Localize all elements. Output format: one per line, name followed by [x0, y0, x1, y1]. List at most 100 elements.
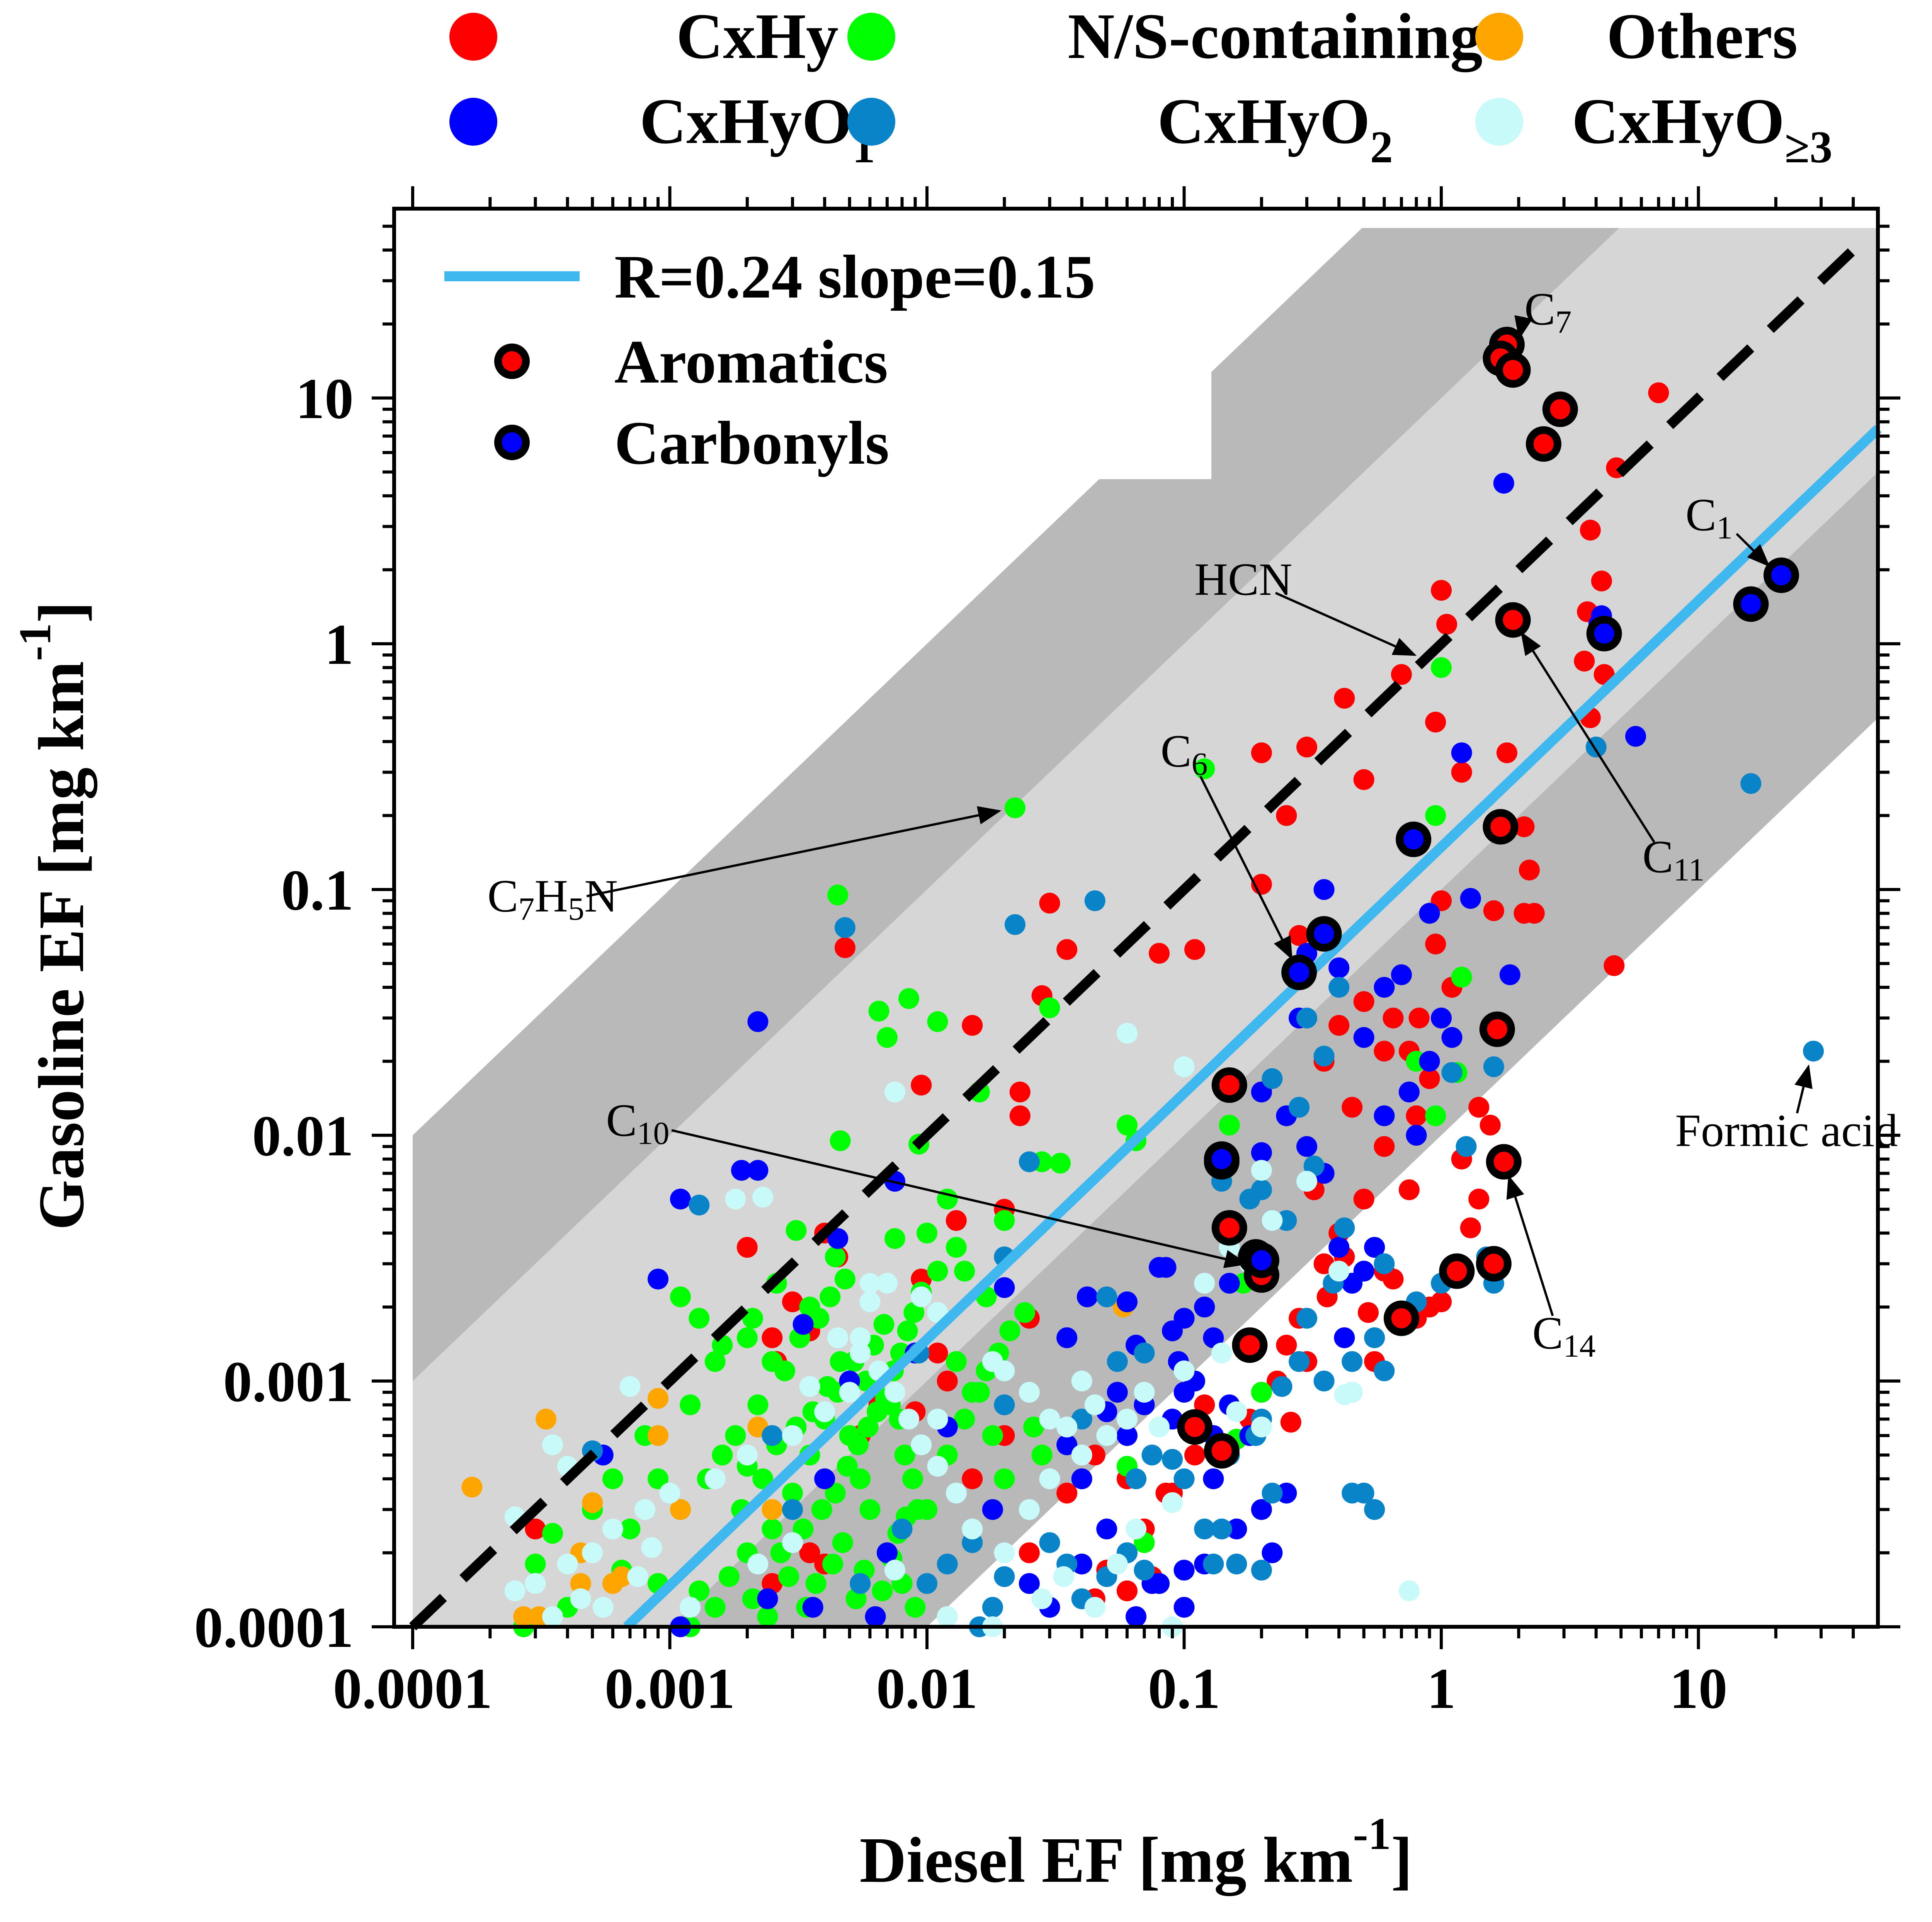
data-point-series-2 — [670, 1499, 691, 1520]
aromatic-point — [1476, 1246, 1512, 1282]
data-point-series-3 — [1162, 1320, 1183, 1342]
data-point-series-5 — [525, 1573, 546, 1594]
data-point-series-3 — [747, 1160, 769, 1181]
data-point-series-1 — [946, 1237, 967, 1258]
annotation-label: C7H5N — [487, 870, 617, 927]
data-point-series-0 — [1296, 736, 1317, 758]
aromatic-point — [1486, 1144, 1522, 1180]
annotation-tail: N — [584, 870, 618, 922]
data-point-series-1 — [782, 1483, 803, 1504]
data-point-series-1 — [994, 1210, 1015, 1231]
data-point-series-0 — [1468, 1189, 1490, 1210]
data-point-series-5 — [1031, 1588, 1053, 1609]
data-point-series-3 — [1077, 1286, 1098, 1308]
data-point-series-5 — [736, 1444, 758, 1466]
data-point-series-3 — [1374, 1105, 1395, 1126]
data-point-series-1 — [752, 1468, 774, 1490]
data-point-series-0 — [1184, 939, 1205, 960]
data-point-series-5 — [1328, 1260, 1350, 1282]
data-point-series-0 — [1276, 1335, 1297, 1356]
data-point-series-5 — [927, 1456, 948, 1477]
data-point-series-0 — [1425, 934, 1446, 955]
data-point-series-0 — [1276, 805, 1297, 826]
data-point-series-3 — [802, 1597, 823, 1618]
data-point-series-1 — [1251, 1382, 1272, 1403]
annotation-text: C — [606, 1094, 637, 1146]
data-point-series-0 — [1374, 1041, 1395, 1062]
data-point-series-3 — [648, 1269, 668, 1290]
data-point-series-4 — [1211, 1518, 1232, 1539]
data-point-series-5 — [680, 1597, 701, 1618]
data-point-series-4 — [1141, 1444, 1163, 1466]
data-point-series-5 — [1162, 1492, 1183, 1513]
data-point-series-1 — [778, 1566, 799, 1587]
data-point-series-3 — [1406, 1125, 1427, 1146]
data-point-series-1 — [619, 1518, 641, 1539]
axes: 0.0001 0.001 0.01 0.1 1 10 0.0001 0.001 0.01 0.1 1… — [10, 186, 1900, 1896]
legend-carbonyls-label: Carbonyls — [614, 408, 889, 477]
data-point-series-5 — [839, 1382, 860, 1403]
data-point-series-3 — [814, 1468, 835, 1490]
data-point-series-4 — [1107, 1351, 1128, 1372]
aromatic-point — [1177, 1409, 1213, 1445]
data-point-series-4 — [1364, 1499, 1385, 1520]
data-point-series-1 — [897, 1320, 918, 1342]
annotation-subscript: 6 — [1192, 746, 1208, 782]
data-point-series-1 — [1425, 805, 1446, 826]
y-tick-label: 1 — [325, 612, 354, 677]
data-point-series-1 — [742, 1588, 763, 1609]
data-point-series-1 — [868, 1000, 889, 1022]
data-point-series-3 — [1391, 964, 1412, 985]
data-point-series-3 — [1116, 1291, 1138, 1313]
data-point-series-5 — [1149, 1417, 1170, 1437]
data-point-series-0 — [1342, 1097, 1363, 1118]
data-point-series-0 — [1580, 519, 1601, 541]
data-point-series-1 — [847, 1434, 869, 1456]
highlighted-points — [1177, 327, 1799, 1469]
data-point-series-0 — [1574, 650, 1595, 672]
data-point-series-5 — [884, 1382, 905, 1403]
data-point-series-3 — [1276, 1483, 1297, 1504]
data-point-series-3 — [827, 1228, 849, 1249]
data-point-series-0 — [1056, 939, 1078, 960]
annotation-subscript: 11 — [1673, 852, 1705, 888]
y-axis-title-close: ] — [26, 601, 97, 623]
data-point-series-1 — [1431, 657, 1452, 678]
data-point-series-4 — [1740, 773, 1762, 794]
legend-label-text: CxHy — [676, 0, 838, 72]
data-point-series-3 — [1451, 742, 1472, 764]
legend-marker-1 — [847, 13, 895, 61]
data-point-series-5 — [641, 1537, 662, 1558]
data-point-series-3 — [994, 1277, 1015, 1298]
data-point-series-5 — [898, 1408, 919, 1430]
data-point-series-3 — [1126, 1606, 1146, 1627]
one-to-one-line — [409, 234, 1870, 1631]
data-point-series-0 — [1353, 769, 1374, 790]
annotation-subscript: 10 — [637, 1116, 669, 1151]
data-point-series-4 — [1441, 1062, 1463, 1083]
data-point-series-3 — [1296, 1136, 1317, 1157]
legend-carbonyls-marker — [494, 425, 530, 460]
data-point-series-0 — [834, 937, 855, 958]
data-point-series-1 — [1451, 966, 1472, 988]
data-point-series-5 — [1071, 1371, 1092, 1391]
data-point-series-1 — [736, 1327, 758, 1348]
data-point-series-3 — [1203, 1468, 1224, 1490]
data-point-series-3 — [1334, 1327, 1355, 1348]
data-point-series-3 — [1226, 1518, 1247, 1539]
data-point-series-4 — [1239, 1189, 1260, 1210]
data-point-series-5 — [1053, 1566, 1074, 1587]
data-point-series-0 — [1591, 570, 1612, 592]
data-point-series-0 — [1289, 925, 1310, 946]
data-point-series-2 — [582, 1492, 603, 1513]
data-point-series-5 — [1211, 1342, 1232, 1364]
data-point-series-2 — [513, 1606, 534, 1627]
data-point-series-1 — [774, 1360, 796, 1381]
annotation-text: Formic acid — [1675, 1105, 1898, 1156]
carbonyl-point — [1204, 1141, 1240, 1177]
data-point-series-3 — [1398, 1082, 1420, 1102]
data-point-series-1 — [902, 1468, 923, 1490]
data-point-series-1 — [832, 1532, 853, 1553]
annotation-text: C — [1524, 283, 1555, 335]
data-point-series-1 — [822, 1553, 844, 1575]
